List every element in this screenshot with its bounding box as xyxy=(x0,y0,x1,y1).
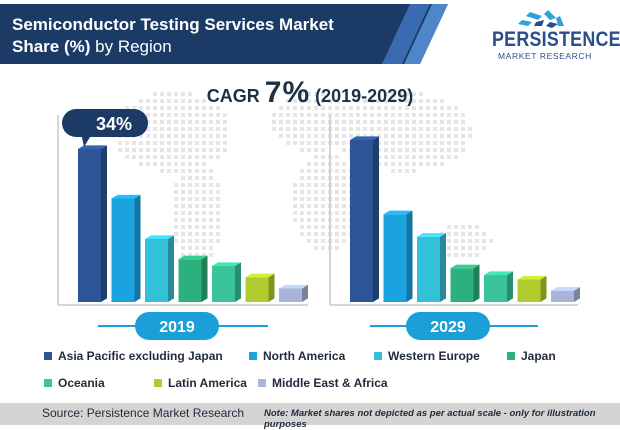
legend-item: Middle East & Africa xyxy=(258,376,388,390)
bar-2019-6 xyxy=(245,273,275,302)
legend-swatch xyxy=(507,352,515,360)
legend-label: Japan xyxy=(521,349,556,363)
bar-2019-4 xyxy=(178,255,208,302)
bar-2029-7 xyxy=(551,287,580,302)
chart-panel-2029: 2029 xyxy=(329,115,580,340)
cagr-value: 7% xyxy=(264,76,311,109)
bar-2019-2 xyxy=(111,194,141,302)
legend-item: Japan xyxy=(507,349,556,363)
persistence-logo-icon xyxy=(518,10,564,28)
bar-2029-1 xyxy=(350,136,379,302)
legend-item: Latin America xyxy=(154,376,247,390)
bar-2029-3 xyxy=(417,233,446,302)
year-label-2019: 2019 xyxy=(98,312,268,340)
cagr-period: (2019-2029) xyxy=(310,86,414,106)
footnote-text: Note: Market shares not depicted as per … xyxy=(264,408,596,430)
legend-item: Oceania xyxy=(44,376,105,390)
annotation-text: 34% xyxy=(96,114,132,134)
source-text: Source: Persistence Market Research xyxy=(42,406,245,420)
legend-item: Western Europe xyxy=(374,349,480,363)
logo-name: PERSISTENCE xyxy=(492,28,620,51)
title-line-2-bold: Share (%) xyxy=(12,37,91,56)
bar-2019-5 xyxy=(212,262,241,302)
legend-swatch xyxy=(374,352,382,360)
bar-2029-4 xyxy=(450,264,480,302)
world-map-background xyxy=(111,92,493,257)
legend-item: North America xyxy=(249,349,345,363)
title-line-1: Semiconductor Testing Services Market xyxy=(12,15,334,34)
title-banner: Semiconductor Testing Services Market Sh… xyxy=(0,4,448,64)
legend-label: Western Europe xyxy=(388,349,480,363)
legend-label: Middle East & Africa xyxy=(272,376,388,390)
bar-2029-6 xyxy=(517,275,547,302)
legend-swatch xyxy=(258,379,266,387)
bar-2029-2 xyxy=(383,210,413,302)
annotation-callout: 34% xyxy=(62,109,148,147)
bar-2019-3 xyxy=(145,235,174,302)
title-line-2-rest: by Region xyxy=(90,37,172,56)
legend-label: Asia Pacific excluding Japan xyxy=(58,349,223,363)
year-text: 2029 xyxy=(430,319,466,336)
footer-bar xyxy=(0,403,620,425)
bar-2019-1 xyxy=(78,145,107,302)
year-label-2029: 2029 xyxy=(370,312,538,340)
cagr-prefix: CAGR xyxy=(206,86,265,106)
page-title: Semiconductor Testing Services Market Sh… xyxy=(12,14,334,58)
cagr-heading: CAGR 7% (2019-2029) xyxy=(0,76,620,110)
legend-label: Oceania xyxy=(58,376,105,390)
bar-chart: 2019 2029 34% xyxy=(57,109,580,340)
legend-label: North America xyxy=(263,349,346,363)
bar-2019-7 xyxy=(279,284,308,302)
chart-panel-2019: 2019 xyxy=(57,115,308,340)
legend-swatch xyxy=(249,352,257,360)
logo-subtitle: MARKET RESEARCH xyxy=(498,51,592,61)
legend-swatch xyxy=(44,352,52,360)
bar-2029-5 xyxy=(484,271,513,302)
legend-label: Latin America xyxy=(168,376,247,390)
legend-swatch xyxy=(44,379,52,387)
legend-item: Asia Pacific excluding Japan xyxy=(44,349,223,363)
legend-swatch xyxy=(154,379,162,387)
year-text: 2019 xyxy=(159,319,195,336)
